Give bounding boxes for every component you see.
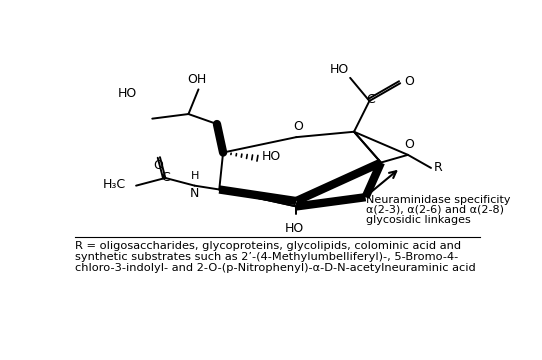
- Text: HO: HO: [330, 63, 349, 76]
- Text: O: O: [404, 138, 415, 151]
- Text: O: O: [293, 120, 303, 132]
- Text: Neuraminidase specificity: Neuraminidase specificity: [365, 194, 510, 204]
- Text: HO: HO: [285, 222, 305, 235]
- Text: R = oligosaccharides, glycoproteins, glycolipids, colominic acid and: R = oligosaccharides, glycoproteins, gly…: [75, 242, 461, 252]
- Text: synthetic substrates such as 2’-(4-Methylumbelliferyl)-, 5-Bromo-4-: synthetic substrates such as 2’-(4-Methy…: [75, 252, 459, 262]
- Text: H₃C: H₃C: [103, 177, 126, 190]
- Text: O: O: [153, 159, 163, 172]
- Text: R: R: [434, 161, 443, 175]
- Text: chloro-3-indolyl- and 2-O-(p-Nitrophenyl)-α-D-N-acetylneuraminic acid: chloro-3-indolyl- and 2-O-(p-Nitrophenyl…: [75, 263, 476, 273]
- Text: OH: OH: [188, 73, 207, 86]
- Text: C: C: [162, 171, 171, 184]
- Text: H: H: [190, 171, 199, 181]
- Text: glycosidic linkages: glycosidic linkages: [365, 215, 470, 225]
- Text: α(2-3), α(2-6) and α(2-8): α(2-3), α(2-6) and α(2-8): [365, 204, 504, 215]
- Text: HO: HO: [262, 150, 281, 163]
- Text: N: N: [190, 187, 199, 200]
- Text: C: C: [366, 93, 375, 106]
- Text: HO: HO: [118, 87, 137, 100]
- Text: O: O: [404, 75, 414, 88]
